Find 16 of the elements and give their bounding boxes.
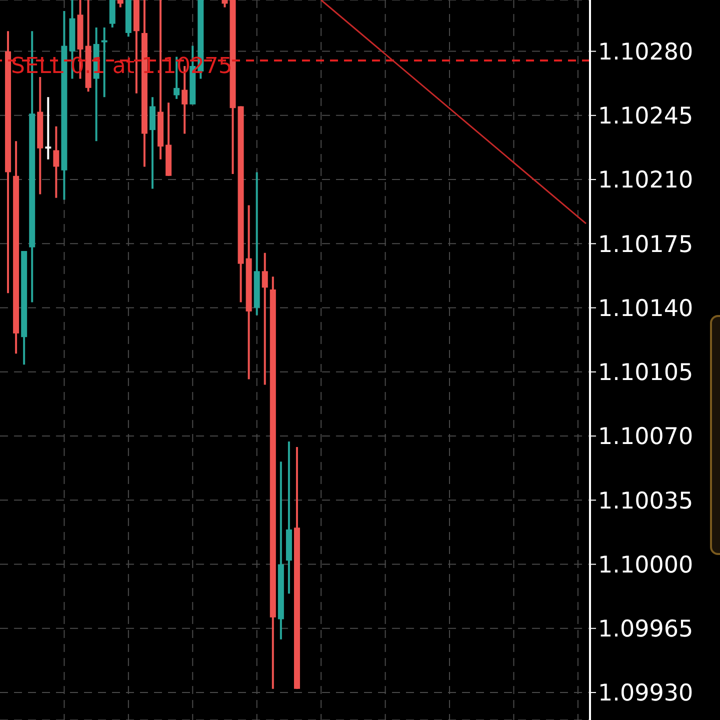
y-tick-label: 1.10175 (598, 232, 694, 258)
y-tick-label: 1.10035 (598, 488, 694, 514)
y-tick-label: 1.10210 (598, 168, 694, 194)
y-tick-label: 1.10105 (598, 360, 694, 386)
candlestick (150, 96, 156, 190)
y-tick-label: 1.10070 (598, 424, 694, 450)
candlestick (45, 96, 52, 160)
y-tick-label: 1.10000 (598, 552, 694, 578)
y-tick-label: 1.09930 (598, 680, 694, 707)
candlestick (109, 0, 116, 28)
y-tick-label: 1.10245 (598, 104, 694, 130)
y-tick-label: 1.10280 (598, 39, 694, 66)
y-tick-label: 1.09965 (598, 616, 694, 643)
y-tick-label: 1.10140 (598, 296, 694, 322)
candlestick (262, 252, 268, 386)
candlestick (53, 125, 60, 199)
